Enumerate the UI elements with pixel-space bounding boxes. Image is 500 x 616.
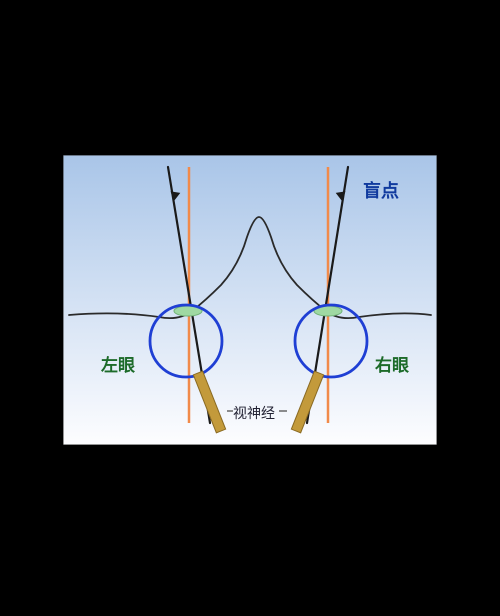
diagram-panel: 盲点左眼右眼视神经 <box>63 155 437 445</box>
panel-background <box>63 155 437 445</box>
stage: 盲点左眼右眼视神经 <box>0 0 500 616</box>
